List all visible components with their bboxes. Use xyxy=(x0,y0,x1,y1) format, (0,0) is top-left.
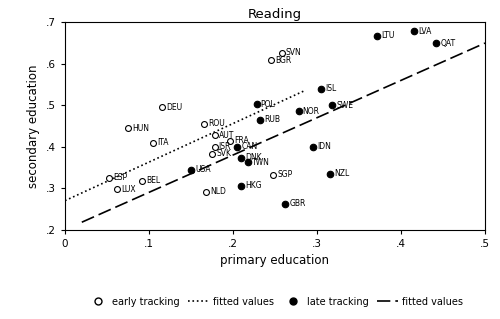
Point xyxy=(149,140,157,145)
Text: NOR: NOR xyxy=(302,107,320,116)
Point xyxy=(410,29,418,34)
Text: BEL: BEL xyxy=(146,176,160,185)
Text: DEU: DEU xyxy=(166,103,182,112)
Point xyxy=(281,201,289,206)
X-axis label: primary education: primary education xyxy=(220,254,330,267)
Text: RUB: RUB xyxy=(264,115,280,124)
Point xyxy=(309,144,317,149)
Point xyxy=(233,144,241,149)
Point xyxy=(104,175,112,180)
Point xyxy=(210,144,218,149)
Text: LVA: LVA xyxy=(418,27,431,36)
Point xyxy=(138,178,146,183)
Point xyxy=(208,151,216,156)
Point xyxy=(187,167,195,172)
Point xyxy=(200,121,207,126)
Text: TWN: TWN xyxy=(252,158,270,167)
Y-axis label: secondary education: secondary education xyxy=(28,64,40,188)
Point xyxy=(124,125,132,130)
Text: IDN: IDN xyxy=(317,142,331,151)
Text: CAN: CAN xyxy=(242,142,258,151)
Text: SVN: SVN xyxy=(286,48,302,57)
Text: QAT: QAT xyxy=(440,39,456,48)
Point xyxy=(210,133,218,138)
Text: HUN: HUN xyxy=(132,123,149,133)
Point xyxy=(113,187,121,192)
Point xyxy=(238,183,246,188)
Point xyxy=(326,171,334,176)
Text: POL: POL xyxy=(260,100,276,108)
Text: USA: USA xyxy=(195,165,211,174)
Point xyxy=(270,172,278,177)
Point xyxy=(244,160,252,165)
Text: FRA: FRA xyxy=(234,136,248,145)
Point xyxy=(158,105,166,110)
Point xyxy=(294,109,302,114)
Point xyxy=(278,50,285,55)
Point xyxy=(267,58,275,63)
Point xyxy=(328,103,336,108)
Text: ESP: ESP xyxy=(113,173,127,182)
Point xyxy=(202,189,210,195)
Text: NZL: NZL xyxy=(334,169,349,178)
Text: GBR: GBR xyxy=(289,199,306,208)
Text: NLD: NLD xyxy=(210,188,226,197)
Text: HKG: HKG xyxy=(246,181,262,190)
Point xyxy=(317,86,325,91)
Text: ISR: ISR xyxy=(218,142,231,151)
Point xyxy=(256,117,264,122)
Text: BGR: BGR xyxy=(275,56,291,65)
Legend: early tracking, fitted values, late tracking, fitted values: early tracking, fitted values, late trac… xyxy=(87,297,463,307)
Text: DNK: DNK xyxy=(246,153,262,162)
Point xyxy=(252,101,260,107)
Text: ROU: ROU xyxy=(208,119,224,129)
Point xyxy=(432,41,440,46)
Text: SWE: SWE xyxy=(336,101,353,110)
Point xyxy=(374,33,382,38)
Text: ISL: ISL xyxy=(326,84,336,93)
Text: LUX: LUX xyxy=(121,184,136,194)
Title: Reading: Reading xyxy=(248,8,302,21)
Point xyxy=(238,155,246,160)
Text: SVK: SVK xyxy=(216,149,231,158)
Text: LTU: LTU xyxy=(382,31,395,40)
Text: AUT: AUT xyxy=(218,130,234,140)
Text: ITA: ITA xyxy=(158,138,169,147)
Point xyxy=(226,138,234,143)
Text: SGP: SGP xyxy=(278,170,292,180)
